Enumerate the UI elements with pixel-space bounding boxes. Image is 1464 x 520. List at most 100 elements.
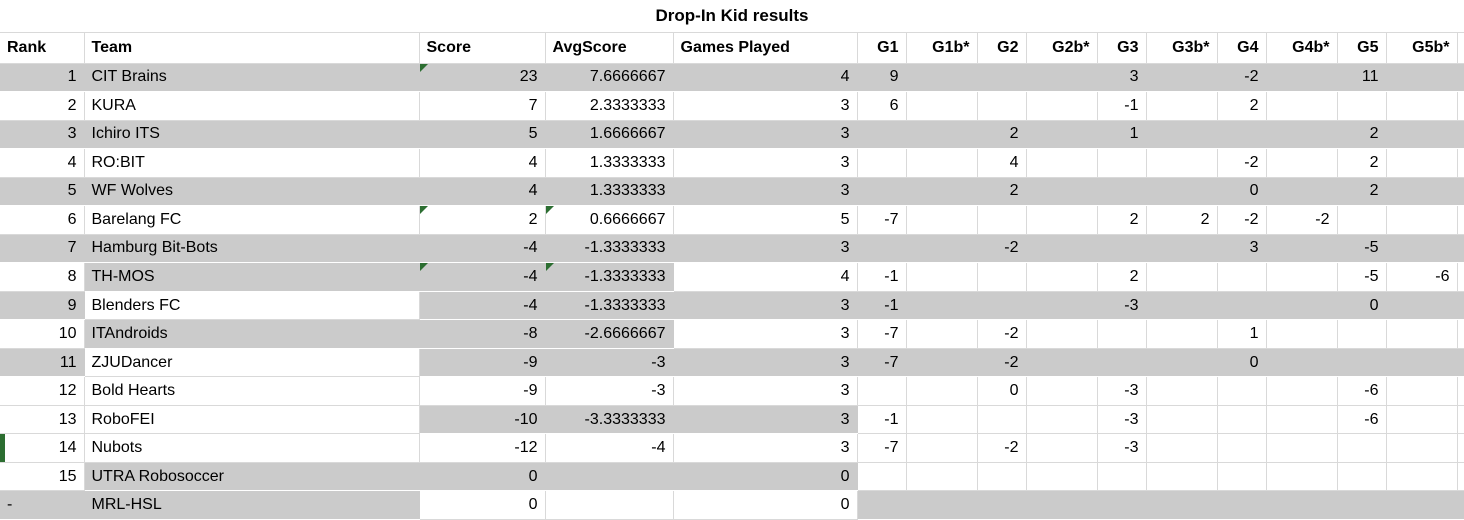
cell-g3b[interactable] — [1146, 376, 1218, 406]
cell-g1[interactable] — [857, 120, 907, 150]
cell-rank[interactable]: 15 — [0, 462, 85, 492]
cell-avgscore[interactable]: 1.3333333 — [545, 148, 674, 178]
cell-score[interactable]: 4 — [419, 148, 546, 178]
cell-g3b[interactable] — [1146, 91, 1218, 121]
cell-g2[interactable]: -2 — [977, 348, 1027, 378]
cell-score[interactable]: 7 — [419, 91, 546, 121]
cell-g5[interactable]: 0 — [1337, 291, 1387, 321]
cell-score[interactable]: -4 — [419, 234, 546, 264]
cell-g4b[interactable] — [1266, 462, 1338, 492]
header-g2b[interactable]: G2b* — [1026, 32, 1098, 64]
cell-games[interactable]: 0 — [673, 462, 858, 492]
cell-g5b[interactable] — [1386, 319, 1458, 349]
cell-g2[interactable]: 2 — [977, 177, 1027, 207]
cell-g3[interactable]: -3 — [1097, 291, 1147, 321]
cell-g4[interactable] — [1217, 433, 1267, 463]
cell-g4[interactable]: 0 — [1217, 177, 1267, 207]
cell-avgscore[interactable]: -1.3333333 — [545, 291, 674, 321]
cell-g2b[interactable] — [1026, 177, 1098, 207]
cell-g3b[interactable] — [1146, 319, 1218, 349]
cell-score[interactable]: 2 — [419, 205, 546, 235]
cell-g5[interactable]: -5 — [1337, 234, 1387, 264]
cell-g3[interactable]: -1 — [1097, 91, 1147, 121]
cell-g1[interactable]: -1 — [857, 405, 907, 435]
cell-score[interactable]: 0 — [419, 490, 546, 520]
cell-g4[interactable] — [1217, 120, 1267, 150]
header-g4b[interactable]: G4b* — [1266, 32, 1338, 64]
cell-g1b[interactable] — [906, 91, 978, 121]
cell-g4[interactable]: 3 — [1217, 234, 1267, 264]
cell-g5b[interactable] — [1386, 376, 1458, 406]
cell-g5b[interactable] — [1386, 120, 1458, 150]
header-g5b[interactable]: G5b* — [1386, 32, 1458, 64]
cell-games[interactable]: 4 — [673, 262, 858, 292]
cell-rank[interactable]: 5 — [0, 177, 85, 207]
cell-g2b[interactable] — [1026, 462, 1098, 492]
cell-g5[interactable] — [1337, 490, 1387, 520]
cell-g1[interactable] — [857, 462, 907, 492]
header-score[interactable]: Score — [419, 32, 546, 64]
cell-g4[interactable]: 1 — [1217, 319, 1267, 349]
cell-g1b[interactable] — [906, 262, 978, 292]
cell-score[interactable]: -9 — [419, 348, 546, 378]
cell-avgscore[interactable]: -3.3333333 — [545, 405, 674, 435]
cell-g2b[interactable] — [1026, 120, 1098, 150]
cell-g2b[interactable] — [1026, 148, 1098, 178]
cell-g4[interactable] — [1217, 490, 1267, 520]
cell-team[interactable]: ZJUDancer — [84, 348, 420, 378]
cell-g5[interactable]: 2 — [1337, 177, 1387, 207]
cell-g5b[interactable] — [1386, 177, 1458, 207]
cell-g5b[interactable] — [1386, 405, 1458, 435]
cell-g4b[interactable] — [1266, 405, 1338, 435]
cell-g1b[interactable] — [906, 433, 978, 463]
cell-g1b[interactable] — [906, 234, 978, 264]
cell-g3[interactable]: 3 — [1097, 63, 1147, 93]
cell-g5[interactable] — [1337, 462, 1387, 492]
cell-g4b[interactable] — [1266, 291, 1338, 321]
cell-g4[interactable]: -2 — [1217, 63, 1267, 93]
cell-g2[interactable] — [977, 63, 1027, 93]
cell-g5[interactable] — [1337, 91, 1387, 121]
header-g5[interactable]: G5 — [1337, 32, 1387, 64]
cell-score[interactable]: 0 — [419, 462, 546, 492]
cell-team[interactable]: Blenders FC — [84, 291, 420, 321]
cell-g5b[interactable] — [1386, 63, 1458, 93]
cell-team[interactable]: Nubots — [84, 433, 420, 463]
cell-score[interactable]: -9 — [419, 376, 546, 406]
cell-g1[interactable]: -7 — [857, 348, 907, 378]
cell-team[interactable]: UTRA Robosoccer — [84, 462, 420, 492]
cell-g3b[interactable]: 2 — [1146, 205, 1218, 235]
cell-games[interactable]: 4 — [673, 63, 858, 93]
cell-g2[interactable] — [977, 91, 1027, 121]
cell-g3b[interactable] — [1146, 148, 1218, 178]
cell-g3b[interactable] — [1146, 120, 1218, 150]
header-g1b[interactable]: G1b* — [906, 32, 978, 64]
cell-g2b[interactable] — [1026, 376, 1098, 406]
cell-team[interactable]: RoboFEI — [84, 405, 420, 435]
cell-rank[interactable]: 8 — [0, 262, 85, 292]
cell-games[interactable]: 3 — [673, 405, 858, 435]
cell-g1b[interactable] — [906, 120, 978, 150]
cell-g2b[interactable] — [1026, 291, 1098, 321]
cell-g4[interactable] — [1217, 291, 1267, 321]
cell-g4b[interactable] — [1266, 348, 1338, 378]
cell-g5[interactable]: -6 — [1337, 376, 1387, 406]
cell-avgscore[interactable]: 7.6666667 — [545, 63, 674, 93]
cell-g3[interactable]: -3 — [1097, 376, 1147, 406]
cell-g1[interactable]: -1 — [857, 262, 907, 292]
cell-team[interactable]: Ichiro ITS — [84, 120, 420, 150]
cell-g3b[interactable] — [1146, 462, 1218, 492]
cell-g2[interactable] — [977, 405, 1027, 435]
cell-avgscore[interactable] — [545, 490, 674, 520]
cell-g4[interactable]: 2 — [1217, 91, 1267, 121]
cell-g1[interactable]: 6 — [857, 91, 907, 121]
cell-games[interactable]: 3 — [673, 433, 858, 463]
cell-g4[interactable] — [1217, 262, 1267, 292]
cell-games[interactable]: 3 — [673, 177, 858, 207]
cell-g2[interactable] — [977, 490, 1027, 520]
cell-g5[interactable]: 2 — [1337, 148, 1387, 178]
cell-rank[interactable]: 13 — [0, 405, 85, 435]
cell-g2b[interactable] — [1026, 63, 1098, 93]
cell-g5[interactable] — [1337, 433, 1387, 463]
cell-g4b[interactable] — [1266, 63, 1338, 93]
